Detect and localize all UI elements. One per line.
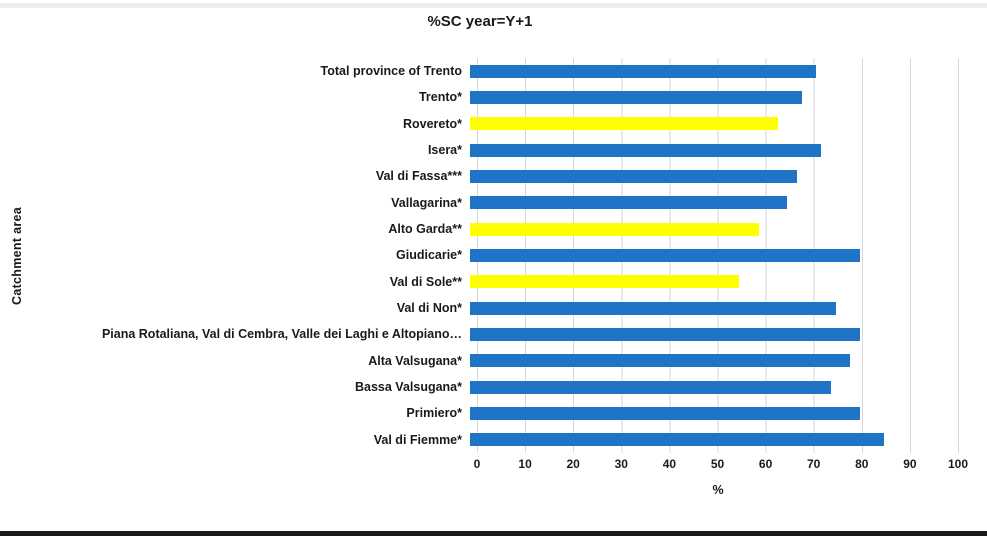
bar-track xyxy=(470,58,951,84)
x-axis-title: % xyxy=(712,483,724,497)
bar xyxy=(470,327,860,341)
bar-rows: Total province of Trento Trento* Rovereto*… xyxy=(0,58,987,453)
x-tick-label: 0 xyxy=(473,457,481,471)
bar xyxy=(470,248,860,262)
bar-row: Giudicarie* xyxy=(0,242,987,268)
category-label: Bassa Valsugana* xyxy=(354,380,462,395)
bar-track xyxy=(470,163,951,189)
bar-track xyxy=(470,216,951,242)
bar xyxy=(470,169,798,183)
bar xyxy=(470,275,740,289)
bar-row: Alta Valsugana* xyxy=(0,348,987,374)
bar-row: Isera* xyxy=(0,137,987,163)
category-label: Val di Fiemme* xyxy=(373,432,462,447)
x-tick-label: 50 xyxy=(710,457,725,471)
bar-row: Rovereto* xyxy=(0,111,987,137)
category-label: Trento* xyxy=(418,90,462,105)
bar xyxy=(470,222,759,236)
category-label: Isera* xyxy=(427,143,462,158)
bar-row: Bassa Valsugana* xyxy=(0,374,987,400)
bar-track xyxy=(470,137,951,163)
bar-row: Val di Fiemme* xyxy=(0,427,987,453)
bar xyxy=(470,143,822,157)
bar-row: Piana Rotaliana, Val di Cembra, Valle de… xyxy=(0,321,987,347)
bar-row: Total province of Trento xyxy=(0,58,987,84)
category-label: Alto Garda** xyxy=(388,222,462,237)
bar xyxy=(470,433,884,447)
bar-track xyxy=(470,84,951,110)
bar-row: Primiero* xyxy=(0,400,987,426)
x-tick-label: 10 xyxy=(518,457,532,471)
bar xyxy=(470,301,836,315)
bar-row: Vallagarina* xyxy=(0,190,987,216)
category-label: Piana Rotaliana, Val di Cembra, Valle de… xyxy=(101,327,462,342)
bar-track xyxy=(470,190,951,216)
bar xyxy=(470,196,788,210)
x-axis-ticks: 0 10 20 30 40 50 60 70 80 90 100 xyxy=(473,457,968,473)
category-label: Primiero* xyxy=(406,406,462,421)
bar xyxy=(470,90,802,104)
x-tick-label: 40 xyxy=(662,457,677,471)
x-tick-label: 20 xyxy=(566,457,580,471)
category-label: Rovereto* xyxy=(402,116,462,131)
category-label: Total province of Trento xyxy=(320,64,462,79)
category-label: Val di Non* xyxy=(396,301,462,316)
bar xyxy=(470,117,778,131)
x-tick-label: 100 xyxy=(947,457,969,471)
bar-track xyxy=(470,295,951,321)
bar-track xyxy=(470,321,951,347)
category-label: Giudicarie* xyxy=(396,248,462,263)
category-label: Val di Sole** xyxy=(389,274,462,289)
page-separator-top xyxy=(0,3,987,8)
x-tick-label: 80 xyxy=(855,457,869,471)
category-label: Alta Valsugana* xyxy=(368,353,462,368)
bar xyxy=(470,354,850,368)
bar-track xyxy=(470,269,951,295)
category-label: Val di Fassa*** xyxy=(375,169,462,184)
bar-track xyxy=(470,427,951,453)
x-tick-label: 30 xyxy=(614,457,628,471)
bar-row: Val di Sole** xyxy=(0,269,987,295)
bar xyxy=(470,406,860,420)
bar-track xyxy=(470,374,951,400)
bar-track xyxy=(470,111,951,137)
bar xyxy=(470,380,831,394)
bar-track xyxy=(470,400,951,426)
chart-title: %SC year=Y+1 xyxy=(427,13,533,30)
bar-track xyxy=(470,348,951,374)
page-separator-bottom xyxy=(0,531,987,536)
bar-row: Val di Non* xyxy=(0,295,987,321)
x-tick-label: 90 xyxy=(903,457,917,471)
x-tick-label: 70 xyxy=(807,457,821,471)
x-tick-label: 60 xyxy=(758,457,773,471)
category-label: Vallagarina* xyxy=(391,195,462,210)
bar-row: Alto Garda** xyxy=(0,216,987,242)
bar-row: Trento* xyxy=(0,84,987,110)
bar-row: Val di Fassa*** xyxy=(0,163,987,189)
bar-track xyxy=(470,242,951,268)
bar xyxy=(470,64,817,78)
